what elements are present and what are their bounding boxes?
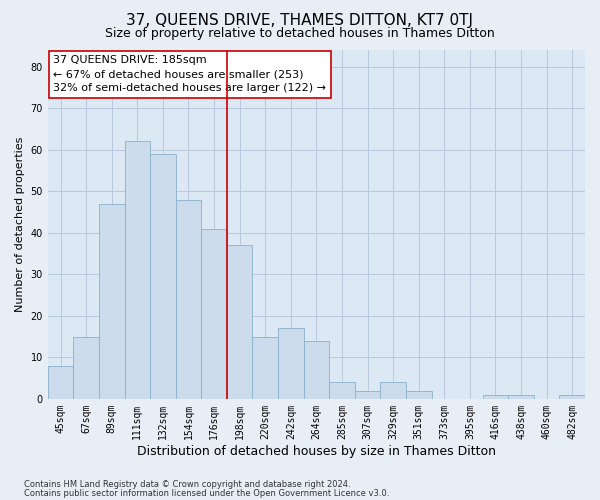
- Bar: [253, 336, 278, 399]
- Bar: [278, 328, 304, 399]
- Text: Size of property relative to detached houses in Thames Ditton: Size of property relative to detached ho…: [105, 28, 495, 40]
- Bar: [482, 394, 508, 399]
- Bar: [355, 390, 380, 399]
- Bar: [201, 228, 227, 399]
- Text: 37, QUEENS DRIVE, THAMES DITTON, KT7 0TJ: 37, QUEENS DRIVE, THAMES DITTON, KT7 0TJ: [127, 12, 473, 28]
- Y-axis label: Number of detached properties: Number of detached properties: [15, 136, 25, 312]
- Bar: [508, 394, 534, 399]
- Bar: [48, 366, 73, 399]
- Text: Contains HM Land Registry data © Crown copyright and database right 2024.: Contains HM Land Registry data © Crown c…: [24, 480, 350, 489]
- Bar: [406, 390, 431, 399]
- Bar: [380, 382, 406, 399]
- Bar: [559, 394, 585, 399]
- Bar: [329, 382, 355, 399]
- Text: 37 QUEENS DRIVE: 185sqm
← 67% of detached houses are smaller (253)
32% of semi-d: 37 QUEENS DRIVE: 185sqm ← 67% of detache…: [53, 55, 326, 93]
- Text: Contains public sector information licensed under the Open Government Licence v3: Contains public sector information licen…: [24, 489, 389, 498]
- Bar: [150, 154, 176, 399]
- Bar: [304, 340, 329, 399]
- Bar: [176, 200, 201, 399]
- X-axis label: Distribution of detached houses by size in Thames Ditton: Distribution of detached houses by size …: [137, 444, 496, 458]
- Bar: [73, 336, 99, 399]
- Bar: [99, 204, 125, 399]
- Bar: [125, 142, 150, 399]
- Bar: [227, 245, 253, 399]
